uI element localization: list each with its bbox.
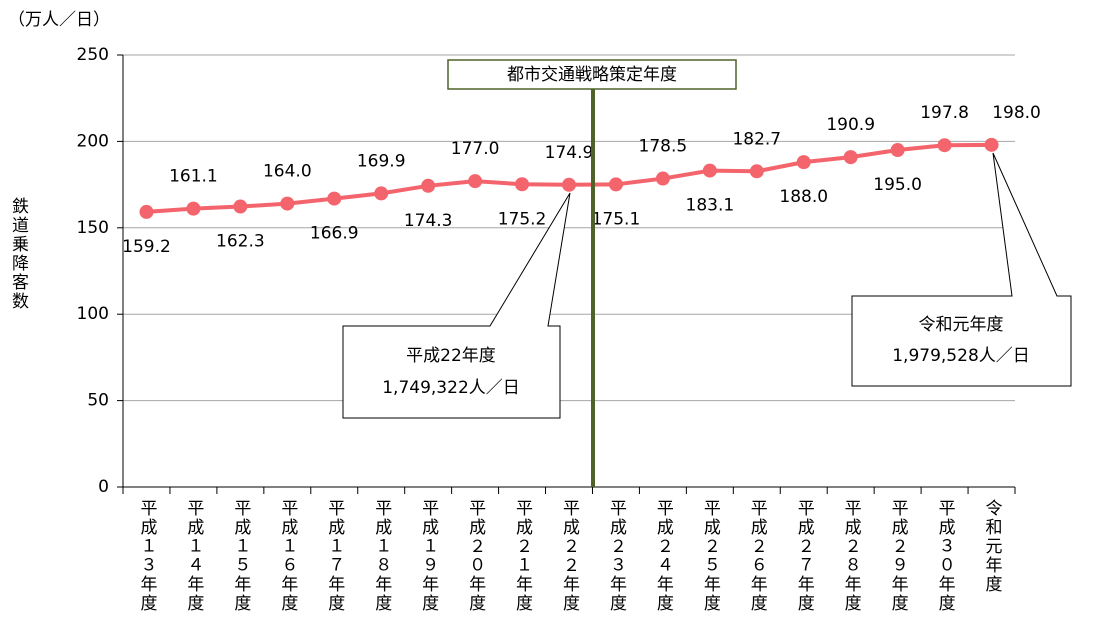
data-label: 164.0	[263, 162, 312, 182]
point	[890, 143, 905, 158]
y-tick-label: 0	[98, 477, 109, 497]
data-label: 188.0	[779, 187, 828, 207]
point	[843, 150, 858, 165]
callout-h22-value: 1,749,322人／日	[382, 378, 520, 398]
strategy-box	[447, 59, 737, 90]
data-label: 174.9	[545, 143, 594, 163]
x-tick-label: 平成１５年度	[230, 499, 251, 613]
data-label: 183.1	[686, 196, 735, 216]
data-label: 178.5	[639, 137, 688, 157]
y-tick-label: 250	[77, 45, 109, 65]
point	[421, 178, 436, 193]
x-tick-label: 平成２９年度	[888, 499, 909, 613]
data-label: 197.8	[920, 103, 969, 123]
data-label: 159.2	[122, 237, 171, 257]
point	[937, 138, 952, 153]
data-label: 161.1	[169, 167, 218, 187]
x-tick-label: 平成１８年度	[371, 499, 392, 613]
x-tick-label: 平成１６年度	[277, 499, 298, 613]
data-label: 175.1	[592, 209, 641, 229]
point	[468, 174, 483, 189]
unit-label: （万人／日）	[8, 10, 110, 30]
point	[562, 177, 576, 192]
callout-r1	[851, 152, 1072, 387]
x-tick-label: 平成１７年度	[324, 499, 345, 613]
x-tick-label: 平成２４年度	[653, 499, 674, 613]
data-label: 169.9	[357, 151, 406, 171]
data-label: 182.7	[732, 129, 781, 149]
data-label: 177.0	[451, 139, 500, 159]
data-label: 174.3	[404, 211, 453, 231]
point	[515, 177, 530, 192]
x-tick-label: 平成２０年度	[465, 499, 486, 613]
x-tick-label: 平成２７年度	[794, 499, 815, 613]
x-tick-label: 平成２５年度	[700, 499, 721, 613]
x-tick-label: 平成１３年度	[136, 499, 157, 613]
data-label: 166.9	[310, 224, 359, 244]
point	[608, 177, 623, 192]
point	[233, 199, 248, 214]
x-tick-label: 平成３０年度	[935, 499, 956, 613]
point	[702, 163, 717, 178]
point	[655, 171, 670, 186]
data-label: 190.9	[826, 115, 875, 135]
point	[749, 164, 764, 179]
x-tick-label: 平成１９年度	[418, 499, 439, 613]
callout-r1-value: 1,979,528人／日	[892, 346, 1030, 366]
y-tick-label: 50	[87, 391, 109, 411]
y-tick-label: 100	[77, 304, 109, 324]
point	[374, 186, 389, 201]
point	[139, 204, 154, 219]
callout-h22	[342, 192, 571, 419]
marks: 159.2 161.1 162.3 164.0 166.9 169.9 174.3 177.0…	[122, 103, 1041, 257]
point	[280, 196, 295, 211]
grid: 0 50 100 150 200 250 平成１３年度 平成１４年度 平成１５年度 平成１６年度 平…	[77, 45, 1016, 613]
y-tick-label: 200	[77, 131, 109, 151]
point	[984, 137, 999, 152]
x-tick-label: 平成２１年度	[512, 499, 533, 613]
strategy-label: 都市交通戦略策定年度	[507, 65, 677, 85]
point	[796, 155, 811, 170]
point	[186, 201, 201, 216]
x-tick-label: 平成２３年度	[606, 499, 627, 613]
point	[327, 191, 342, 206]
callout-r1-title: 令和元年度	[919, 315, 1004, 335]
y-tick-label: 150	[77, 218, 109, 238]
callout-h22-title: 平成22年度	[406, 346, 496, 366]
x-tick-label: 令和元年度	[982, 499, 1003, 594]
data-label: 198.0	[992, 103, 1041, 123]
x-tick-label: 平成２２年度	[559, 499, 580, 613]
data-label: 195.0	[873, 175, 922, 195]
x-tick-label: 平成２８年度	[841, 499, 862, 613]
y-axis-label: 鉄道乗降客数	[8, 197, 29, 311]
x-tick-label: 平成２６年度	[747, 499, 768, 613]
data-label: 175.2	[498, 209, 547, 229]
x-tick-label: 平成１４年度	[183, 499, 204, 613]
data-label: 162.3	[216, 232, 265, 252]
